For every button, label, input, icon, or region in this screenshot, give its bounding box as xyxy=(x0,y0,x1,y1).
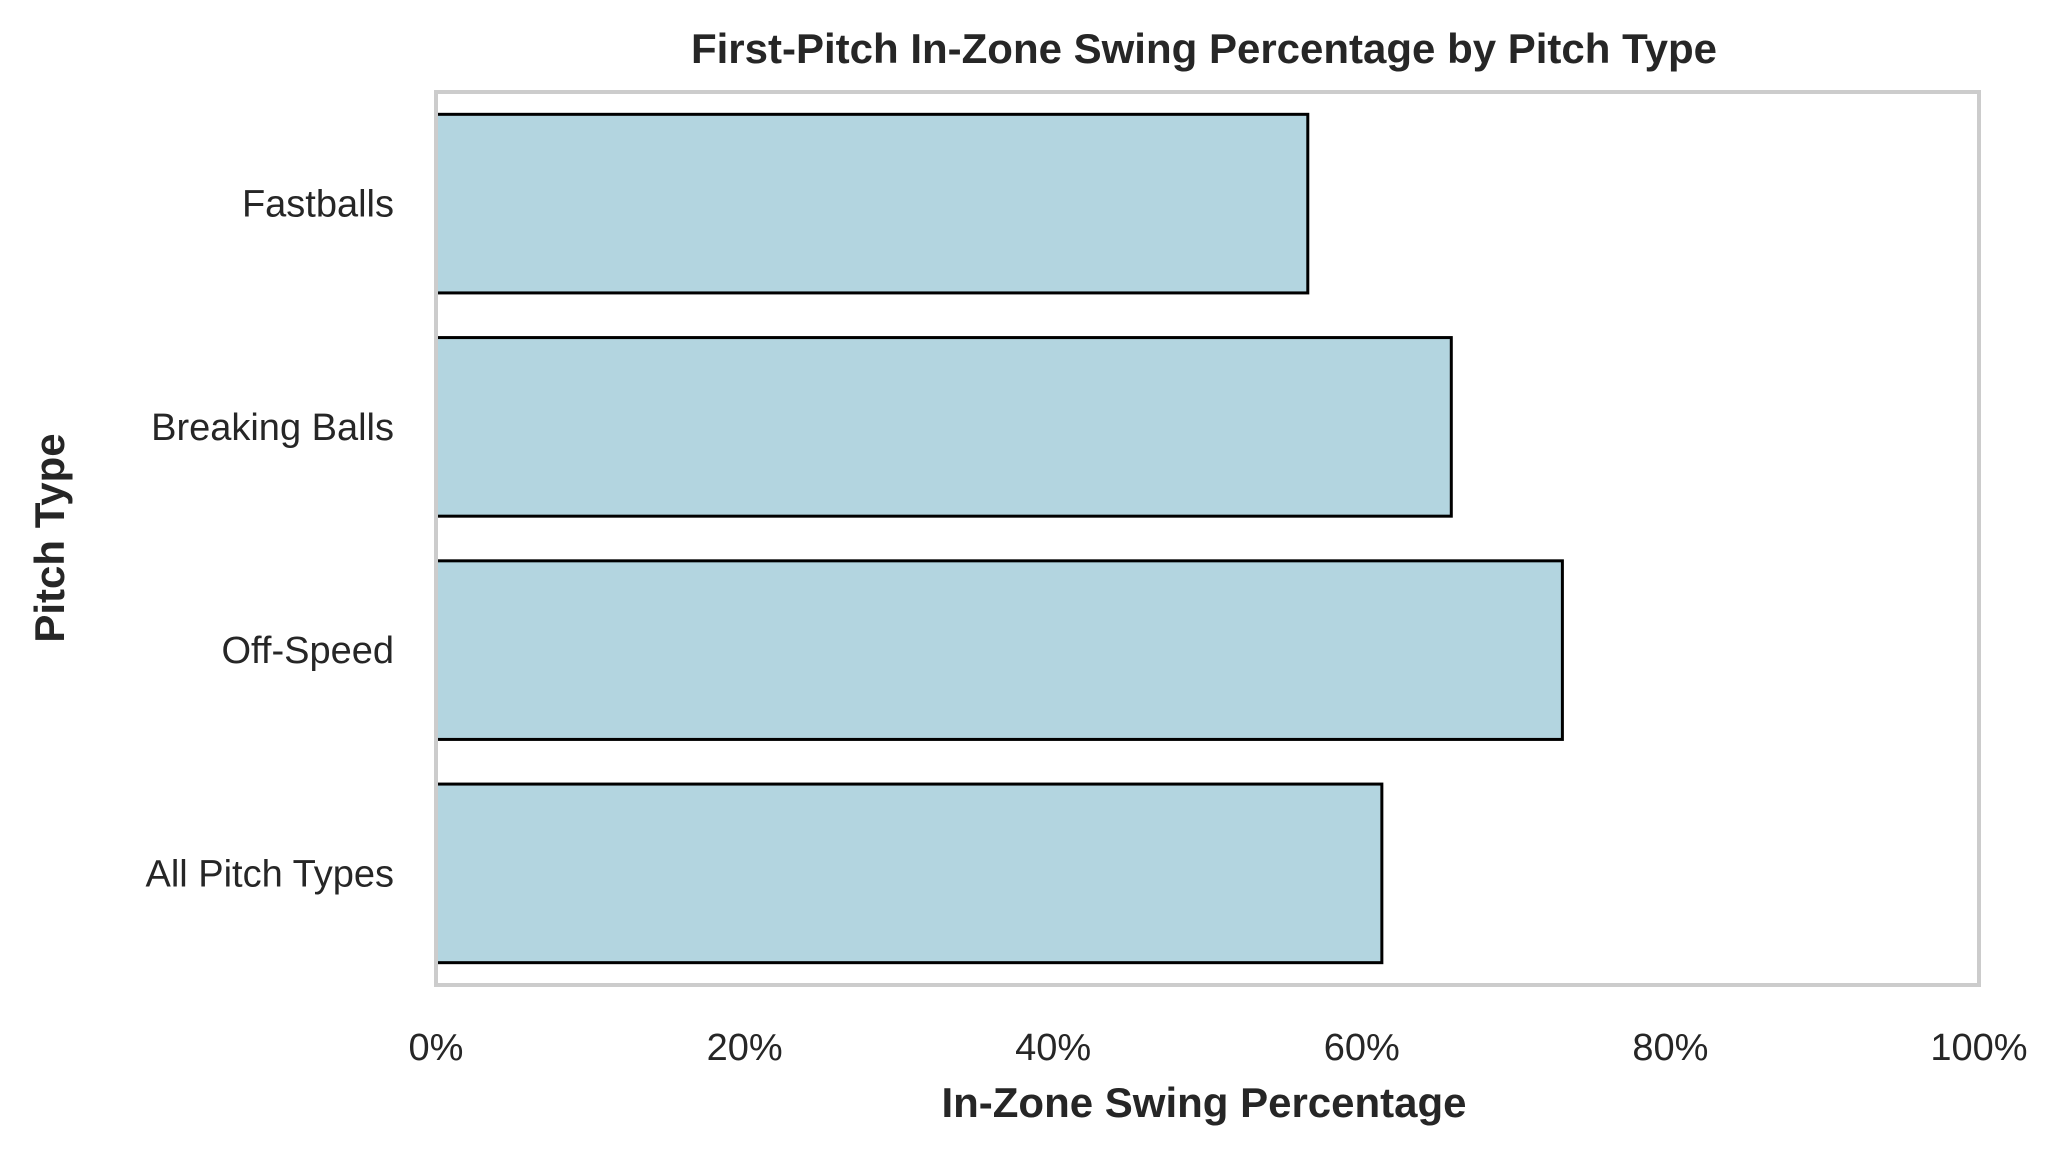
plot-frame xyxy=(434,90,1981,987)
x-tick-label: 20% xyxy=(707,1027,783,1069)
y-axis-label: Pitch Type xyxy=(26,433,73,642)
bar-3 xyxy=(434,782,1384,965)
y-tick-labels: Fastballs Breaking Balls Off-Speed All Pitc… xyxy=(145,184,394,896)
x-tick-label: 80% xyxy=(1632,1027,1708,1069)
x-axis-label: In-Zone Swing Percentage xyxy=(941,1079,1466,1126)
y-tick-label: Off-Speed xyxy=(221,630,394,672)
x-tick-label: 40% xyxy=(1015,1027,1091,1069)
x-tick-label: 0% xyxy=(409,1027,464,1069)
chart-title: First-Pitch In-Zone Swing Percentage by … xyxy=(691,25,1717,72)
bar-2 xyxy=(434,559,1564,741)
x-tick-label: 100% xyxy=(1930,1027,2027,1069)
x-tick-label: 60% xyxy=(1324,1027,1400,1069)
bar-0 xyxy=(434,112,1310,295)
x-tick-labels: 0% 20% 40% 60% 80% 100% xyxy=(409,1027,2028,1069)
y-tick-label: All Pitch Types xyxy=(145,853,394,895)
y-tick-label: Fastballs xyxy=(242,184,394,226)
bar-1 xyxy=(434,336,1453,518)
y-tick-label: Breaking Balls xyxy=(151,407,394,449)
bars-layer xyxy=(434,112,1564,965)
